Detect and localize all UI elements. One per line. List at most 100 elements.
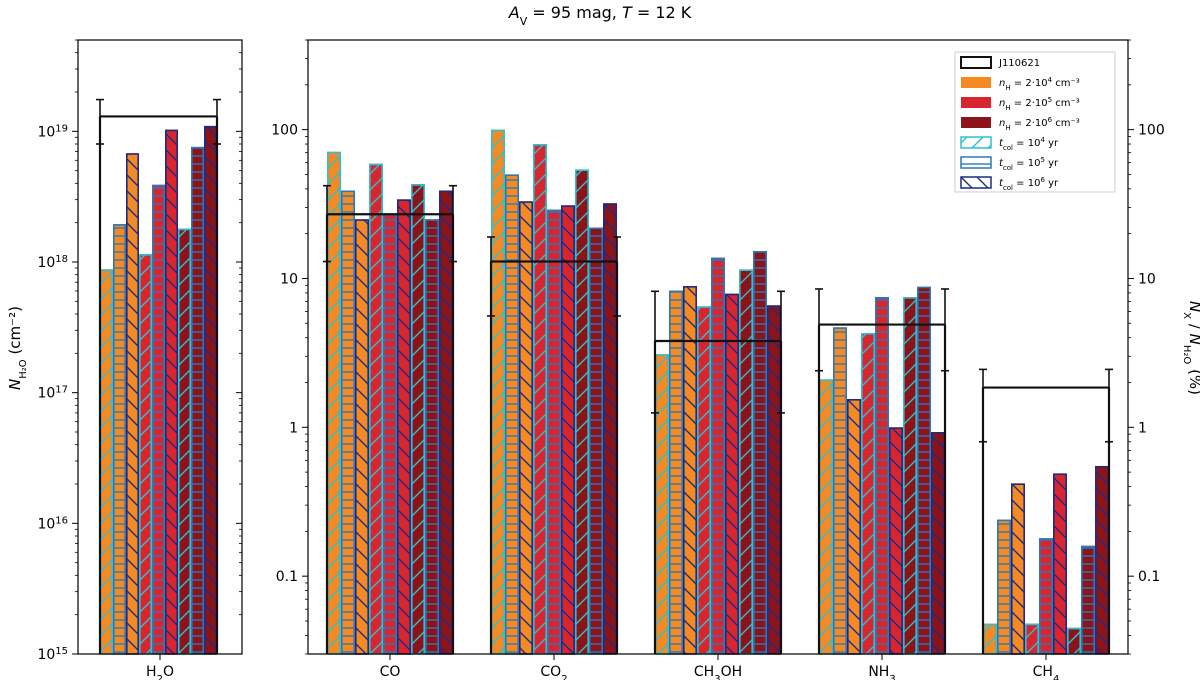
bar-hatch-g0-7 — [424, 219, 439, 655]
legend: J110621 nH = 2·104 cm⁻³ nH = 2·105 cm⁻³ … — [954, 51, 1116, 193]
bar-hatch-h2o-0 — [100, 269, 114, 655]
bar-hatch-g3-6 — [902, 297, 917, 655]
legend-swatch-density-0 — [961, 77, 991, 88]
chart-title: AV = 95 mag, T = 12 K — [508, 3, 692, 28]
bar-hatch-h2o-2 — [126, 153, 140, 655]
bar-hatch-g4-3 — [1025, 623, 1040, 655]
bar-hatch-h2o-3 — [139, 254, 153, 655]
bar-hatch-g4-7 — [1081, 545, 1096, 655]
right-right-tick-label-3: 100 — [1138, 123, 1165, 139]
bar-hatch-g1-6 — [574, 169, 589, 655]
right-left-tick-label-1: 1 — [289, 420, 298, 436]
left-bars — [100, 125, 218, 655]
right-y-axis-title: NX / NH₂O (%) — [1182, 301, 1200, 395]
bar-hatch-h2o-7 — [191, 146, 205, 655]
bar-hatch-g0-5 — [396, 199, 411, 655]
left-tick-label-3: 1018 — [37, 253, 68, 271]
bar-hatch-h2o-1 — [113, 224, 127, 655]
legend-label-time-0: tcol = 104 yr — [999, 136, 1059, 152]
legend-swatch-observed — [960, 56, 992, 69]
legend-swatch-density-1 — [961, 97, 991, 108]
bar-hatch-g3-8 — [930, 432, 945, 655]
bar-hatch-h2o-8 — [204, 125, 218, 655]
bar-hatch-g4-8 — [1095, 465, 1110, 655]
right-right-tick-label-2: 10 — [1138, 271, 1156, 287]
bar-hatch-g3-3 — [860, 333, 875, 655]
bar-hatch-g0-3 — [368, 163, 383, 655]
legend-swatch-density-2 — [961, 117, 991, 128]
left-y-axis-title: NH₂O (cm⁻²) — [6, 306, 29, 390]
bar-hatch-h2o-6 — [178, 228, 192, 655]
right-right-tick-label-0: 0.1 — [1138, 569, 1160, 585]
bar-hatch-g0-1 — [340, 190, 355, 655]
bar-hatch-g1-2 — [518, 201, 533, 655]
x-tick-label-3: NH3 — [868, 664, 895, 680]
bar-hatch-g2-4 — [710, 257, 725, 655]
legend-swatch-time-2 — [960, 176, 992, 189]
bar-hatch-g1-5 — [560, 205, 575, 655]
legend-swatch-time-1 — [960, 156, 992, 169]
x-tick-label-4: CH4 — [1033, 664, 1060, 680]
bar-hatch-g2-7 — [752, 250, 767, 655]
bar-hatch-g1-1 — [504, 174, 519, 655]
bar-hatch-g4-2 — [1010, 483, 1025, 655]
left-x-tick-label: H2O — [146, 664, 174, 680]
right-y-ticks: 0.1 0.1 1 1 10 10 100 100 — [271, 39, 1165, 655]
left-tick-label-4: 1019 — [37, 123, 68, 141]
bar-hatch-g3-0 — [818, 379, 833, 655]
bar-hatch-g0-6 — [410, 184, 425, 655]
right-right-tick-label-1: 1 — [1138, 420, 1147, 436]
legend-label-time-2: tcol = 106 yr — [999, 176, 1059, 192]
bar-hatch-g4-1 — [996, 519, 1011, 655]
right-observed-markers — [323, 184, 1113, 654]
left-observed-marker — [96, 98, 221, 654]
bar-hatch-g2-0 — [654, 354, 669, 655]
right-left-tick-label-2: 10 — [280, 271, 298, 287]
x-tick-label-2: CH3OH — [694, 664, 742, 680]
left-panel-h2o: 1015 1016 1017 1018 1019 H2O — [37, 39, 243, 680]
bar-hatch-g4-6 — [1067, 627, 1082, 655]
bar-hatch-h2o-4 — [152, 184, 166, 655]
right-panel-ratios: 0.1 0.1 1 1 10 10 100 100 CO CO2 CH3OH NH3 CH4 J110… — [271, 39, 1165, 680]
legend-label-density-0: nH = 2·104 cm⁻³ — [999, 76, 1080, 92]
right-left-tick-label-0: 0.1 — [276, 569, 298, 585]
bar-hatch-g3-5 — [888, 427, 903, 655]
bar-hatch-g2-5 — [724, 293, 739, 655]
bar-hatch-g1-0 — [490, 129, 505, 655]
x-tick-label-0: CO — [380, 664, 401, 680]
left-tick-label-2: 1017 — [37, 384, 68, 402]
bar-hatch-g3-1 — [832, 327, 847, 655]
bar-hatch-g3-2 — [846, 398, 861, 655]
legend-label-density-2: nH = 2·106 cm⁻³ — [999, 116, 1080, 132]
bar-hatch-g4-5 — [1053, 473, 1068, 655]
bar-hatch-g2-8 — [766, 305, 781, 655]
bar-hatch-g1-3 — [532, 144, 547, 655]
legend-swatch-time-0 — [960, 136, 992, 149]
x-tick-label-1: CO2 — [540, 664, 567, 680]
bar-hatch-g2-3 — [696, 306, 711, 655]
bar-hatch-g0-4 — [382, 214, 397, 655]
bar-hatch-g0-0 — [326, 151, 341, 655]
bar-hatch-g3-4 — [874, 297, 889, 655]
right-bars — [326, 129, 1110, 655]
bar-hatch-g0-2 — [354, 219, 369, 655]
left-tick-label-0: 1015 — [37, 646, 68, 664]
bar-hatch-g2-6 — [738, 269, 753, 655]
legend-label-observed: J110621 — [998, 58, 1040, 69]
legend-label-density-1: nH = 2·105 cm⁻³ — [999, 96, 1080, 112]
bar-hatch-g4-0 — [982, 623, 997, 655]
bar-hatch-g2-1 — [668, 290, 683, 655]
right-left-tick-label-3: 100 — [271, 123, 298, 139]
legend-label-time-1: tcol = 105 yr — [999, 156, 1059, 172]
bar-hatch-g1-8 — [602, 203, 617, 655]
bar-hatch-g4-4 — [1039, 538, 1054, 655]
bar-hatch-g1-7 — [588, 227, 603, 655]
left-y-ticks: 1015 1016 1017 1018 1019 — [37, 39, 242, 664]
bar-hatch-g0-8 — [438, 190, 453, 655]
right-x-ticks: CO CO2 CH3OH NH3 CH4 — [380, 654, 1060, 680]
bar-hatch-h2o-5 — [165, 129, 179, 655]
bar-hatch-g1-4 — [546, 209, 561, 655]
bar-hatch-g3-7 — [916, 286, 931, 655]
left-tick-label-1: 1016 — [37, 515, 68, 533]
